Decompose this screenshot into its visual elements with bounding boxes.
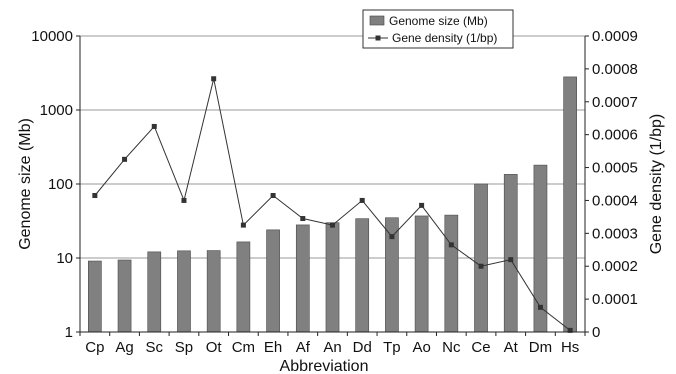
y-tick-label: 1000 [40,102,73,119]
y2-tick-label: 0.0006 [592,127,638,144]
y2-tick-label: 0.0008 [592,61,638,78]
x-tick-label: Nc [442,339,461,356]
density-point [211,76,217,82]
y-left-tick-labels: 1 10 100 1000 10000 [31,28,73,341]
density-point [240,222,246,228]
bar [444,214,459,333]
y-axis-title: Genome size (Mb) [17,118,34,250]
bar [325,222,340,333]
density-point [122,156,128,162]
density-point [419,202,425,208]
density-point [151,123,157,129]
y-tick-label: 10000 [31,28,73,45]
x-tick-label: An [323,339,341,356]
y2-tick-label: 0.0009 [592,28,638,45]
bar-series [88,76,577,333]
bar [474,183,488,333]
y-tick-label: 10 [56,250,73,267]
density-point [448,242,454,248]
legend-line-marker [375,35,381,41]
x-tick-label: Eh [264,339,282,356]
x-axis-title: Abbreviation [280,358,369,374]
x-tick-label: Ao [412,339,430,356]
density-point [270,193,276,199]
axes [76,35,589,336]
x-tick-label: Ce [471,339,490,356]
y2-tick-label: 0.0002 [592,258,638,275]
density-point [181,197,187,203]
legend: Genome size (Mb) Gene density (1/bp) [362,9,514,49]
bar [177,250,191,333]
line-series [92,76,573,333]
x-tick-label: Ot [206,339,223,356]
bar [503,174,518,333]
density-point [537,304,543,310]
bar [414,215,429,333]
legend-box [362,9,514,49]
y2-axis-title: Gene density (1/bp) [648,114,665,255]
x-tick-label: At [504,339,519,356]
x-tick-label: Sp [175,339,193,356]
x-tick-labels: Cp Ag Sc Sp Ot Cm Eh Af An Dd Tp Ao Nc Ce At Dm Hs [85,339,579,356]
bar [563,76,577,333]
bar [295,224,310,333]
x-tick-label: Cm [232,339,255,356]
y-right-tick-labels: 0 0.0001 0.0002 0.0003 0.0004 0.0005 0.0006 0.0… [592,28,638,341]
x-tick-label: Af [296,339,311,356]
bar [355,218,370,333]
density-point [508,257,514,263]
x-tick-label: Cp [85,339,104,356]
y-tick-label: 100 [48,176,73,193]
bar [236,241,251,333]
x-tick-label: Tp [383,339,401,356]
density-point [359,197,365,203]
x-tick-label: Dd [353,339,372,356]
density-point [567,327,573,333]
bar [266,229,280,333]
y2-tick-label: 0.0005 [592,160,638,177]
y2-tick-label: 0.0001 [592,291,638,308]
density-point [330,222,335,228]
legend-bar-label: Genome size (Mb) [389,14,488,28]
density-point [389,234,395,240]
y2-tick-label: 0.0007 [592,94,638,111]
x-tick-label: Hs [561,339,579,356]
density-point [478,263,484,269]
x-tick-label: Dm [529,339,552,356]
bar [206,250,221,333]
legend-line-label: Gene density (1/bp) [392,31,497,45]
y2-tick-label: 0.0003 [592,225,638,242]
density-point [300,216,306,222]
y-tick-label: 1 [65,324,73,341]
x-tick-label: Sc [146,339,164,356]
x-tick-label: Ag [115,339,133,356]
bar [117,259,132,333]
bar [147,251,162,333]
density-point [92,193,98,199]
bar [88,260,102,333]
y2-tick-label: 0.0004 [592,192,638,209]
legend-bar-swatch [369,15,385,26]
y2-tick-label: 0 [592,324,600,341]
